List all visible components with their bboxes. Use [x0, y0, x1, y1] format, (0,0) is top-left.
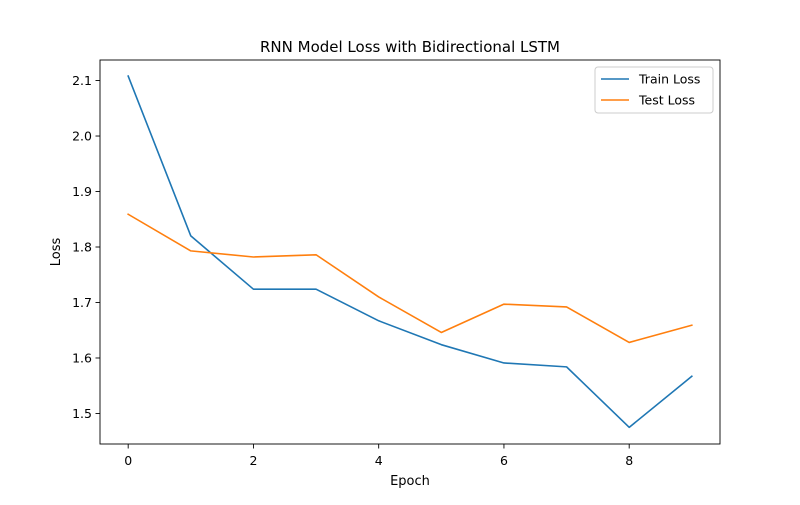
y-axis-ticks: 1.5 1.6 1.7 1.8 1.9 2.0 2.1 — [72, 73, 100, 421]
x-tick-label: 6 — [500, 453, 508, 468]
y-tick-label: 1.9 — [72, 184, 92, 199]
series-layer — [127, 75, 693, 429]
y-tick-label: 1.8 — [72, 240, 92, 255]
x-tick-label: 4 — [375, 453, 383, 468]
plot-area: 0 2 4 6 8 1.5 1.6 1.7 1.8 1.9 2.0 2.1 — [72, 59, 721, 468]
y-tick-label: 1.5 — [72, 406, 92, 421]
x-tick-label: 2 — [249, 453, 257, 468]
x-tick-label: 8 — [625, 453, 633, 468]
y-tick-label: 1.7 — [72, 295, 92, 310]
y-tick-label: 2.1 — [72, 73, 92, 88]
y-tick-label: 2.0 — [72, 129, 92, 144]
x-axis-label: Epoch — [390, 474, 430, 489]
y-axis-label: Loss — [49, 238, 64, 267]
chart-title: RNN Model Loss with Bidirectional LSTM — [260, 38, 560, 56]
x-axis-ticks: 0 2 4 6 8 — [124, 444, 633, 468]
x-tick-label: 0 — [124, 453, 132, 468]
legend-label: Test Loss — [638, 93, 695, 108]
legend: Train Loss Test Loss — [594, 66, 714, 114]
legend-label: Train Loss — [638, 72, 700, 87]
series-line-train-loss — [127, 75, 693, 429]
y-tick-label: 1.6 — [72, 350, 92, 365]
series-line-test-loss — [127, 213, 693, 344]
plot-frame — [99, 59, 721, 445]
